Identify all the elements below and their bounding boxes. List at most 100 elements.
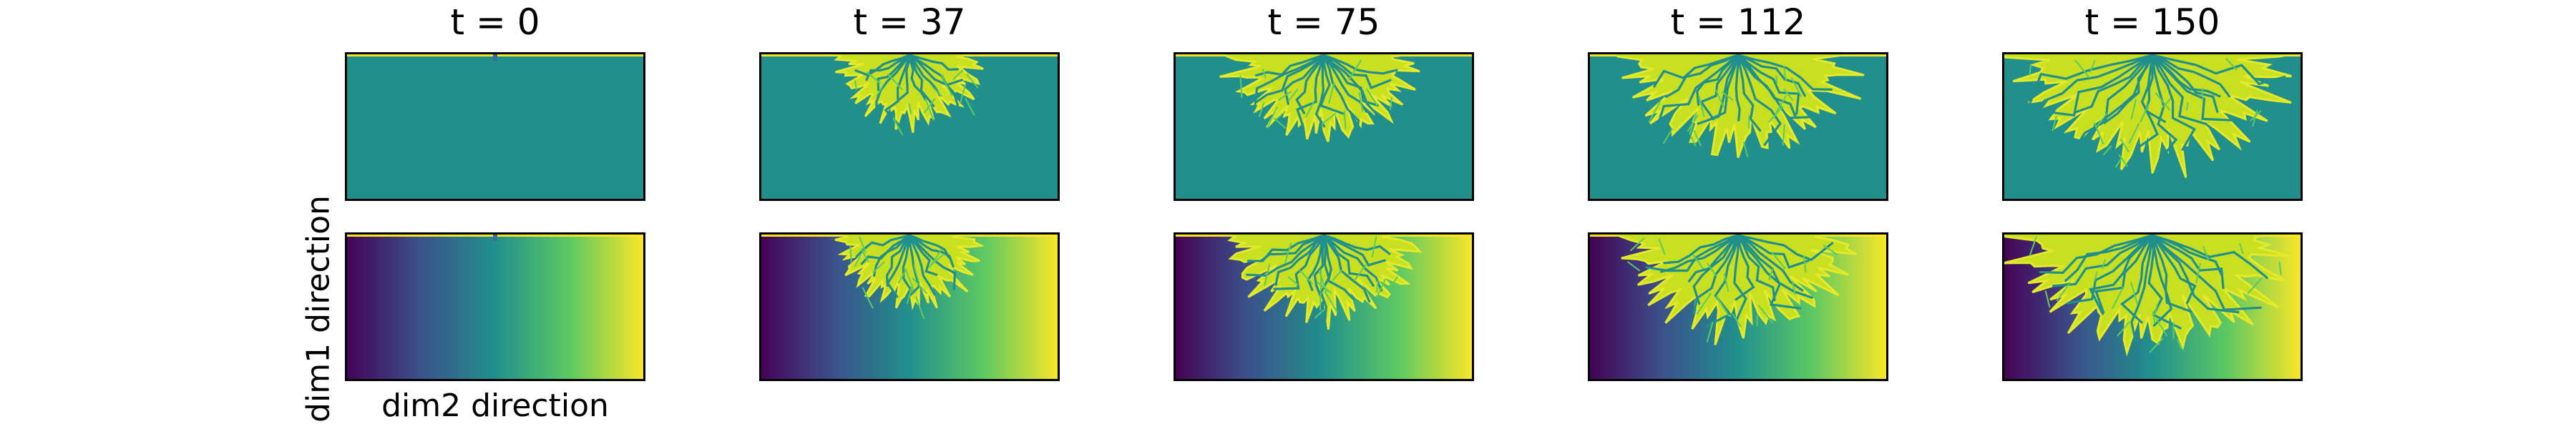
pattern-vein [859, 236, 867, 253]
pattern-channel [2151, 234, 2197, 305]
pattern-channel [1664, 54, 1740, 98]
pattern-channel [1737, 54, 1797, 119]
pattern-vein [1273, 117, 1287, 129]
pattern-channel [875, 54, 911, 116]
panel-title: t = 37 [853, 1, 966, 43]
pattern-channel [1737, 54, 1762, 132]
pattern-vein [1790, 77, 1802, 97]
pattern-vein [2202, 245, 2210, 261]
pattern-channel [2119, 234, 2154, 324]
pattern-channel [1254, 54, 1325, 104]
panel-frame [345, 52, 645, 201]
panel-gradient-t75 [1174, 232, 1474, 381]
pattern-channel [908, 54, 935, 107]
panel-gradient-t37 [759, 232, 1060, 381]
pattern-vein [2239, 243, 2244, 255]
pattern-channel [2151, 234, 2223, 277]
pattern-vein [1376, 278, 1386, 298]
pattern-vein [915, 297, 925, 320]
pattern-channel [2072, 54, 2154, 152]
pattern-channel [1732, 234, 1747, 332]
pattern-channel [1322, 234, 1386, 267]
pattern-channel [2064, 234, 2154, 282]
pattern-vein [2155, 92, 2171, 111]
pattern-vein [1627, 261, 1641, 272]
pattern-channel [1319, 234, 1330, 322]
pattern-vein [1721, 91, 1734, 101]
pattern-vein [924, 98, 936, 114]
pattern-vein [908, 103, 912, 114]
pattern-vein [1775, 95, 1787, 114]
pattern-channel [908, 54, 959, 72]
pattern-vein [867, 72, 881, 84]
panel-frame [1588, 52, 1888, 201]
pattern-channel [908, 54, 941, 97]
panel-uniform-t37 [759, 52, 1060, 201]
pattern-vein [1371, 236, 1377, 258]
pattern-vein [1732, 313, 1742, 327]
panel-frame [759, 232, 1060, 381]
pattern-channel [1295, 54, 1325, 114]
pattern-vein [929, 249, 942, 268]
pattern-channel [1645, 234, 1740, 272]
pattern-vein [2117, 321, 2130, 337]
pattern-channel [2130, 234, 2154, 342]
pattern-channel [2151, 234, 2173, 327]
pattern-vein [966, 74, 979, 89]
panel-frame [759, 52, 1060, 201]
pattern-vein [959, 84, 966, 104]
pattern-vein [2128, 123, 2140, 144]
pattern-vein [1314, 309, 1324, 319]
pattern-vein [932, 87, 942, 97]
pattern-vein [1305, 100, 1315, 118]
pattern-vein [2102, 259, 2106, 270]
pattern-vein [1348, 59, 1362, 81]
pattern-channel [1274, 234, 1325, 286]
pattern-vein [1284, 242, 1292, 263]
pattern-channel [1322, 54, 1360, 138]
field-background [345, 232, 645, 381]
panel-title: t = 0 [450, 1, 540, 43]
pattern-vein [897, 268, 907, 284]
pattern-vein [940, 74, 953, 97]
pattern-channel [2151, 234, 2240, 314]
pattern-vein [2051, 116, 2057, 132]
pattern-vein [1768, 268, 1774, 281]
pattern-vein [1690, 135, 1697, 147]
pattern-vein [2218, 318, 2226, 331]
pattern-channel [1737, 54, 1782, 146]
pattern-vein [2225, 58, 2238, 71]
pattern-vein [1775, 75, 1778, 86]
pattern-vein [849, 245, 852, 265]
pattern-channel [1660, 234, 1740, 273]
pattern-channel [908, 234, 950, 259]
panel-gradient-t0 [345, 232, 645, 381]
pattern-vein [1723, 272, 1729, 292]
pattern-channel [1296, 54, 1325, 125]
pattern-vein [854, 80, 857, 90]
pattern-channel [1663, 234, 1740, 265]
pattern-channel [1322, 54, 1398, 75]
pattern-vein [1715, 295, 1729, 316]
pattern-vein [2155, 318, 2168, 337]
pattern-channel [1322, 234, 1391, 255]
pattern-vein [2152, 311, 2156, 323]
pattern-vein [1803, 255, 1807, 273]
pattern-vein [887, 73, 903, 91]
pattern-channel [2151, 54, 2196, 151]
pattern-channel [908, 234, 938, 276]
pattern-vein [2130, 282, 2138, 305]
pattern-vein [952, 69, 964, 80]
pattern-vein [2201, 87, 2204, 101]
pattern-channel [1653, 54, 1740, 88]
panel-uniform-t150 [2002, 52, 2303, 201]
pattern-channel [865, 54, 911, 81]
pattern-vein [2186, 102, 2189, 111]
pattern-channel [854, 54, 911, 77]
pattern-channel [1737, 234, 1802, 310]
pattern-vein [2130, 99, 2137, 120]
panel-gradient-t150 [2002, 232, 2303, 381]
pattern-channel [1737, 54, 1800, 115]
panel-title: t = 112 [1670, 1, 1806, 43]
pattern-channel [1255, 54, 1325, 77]
